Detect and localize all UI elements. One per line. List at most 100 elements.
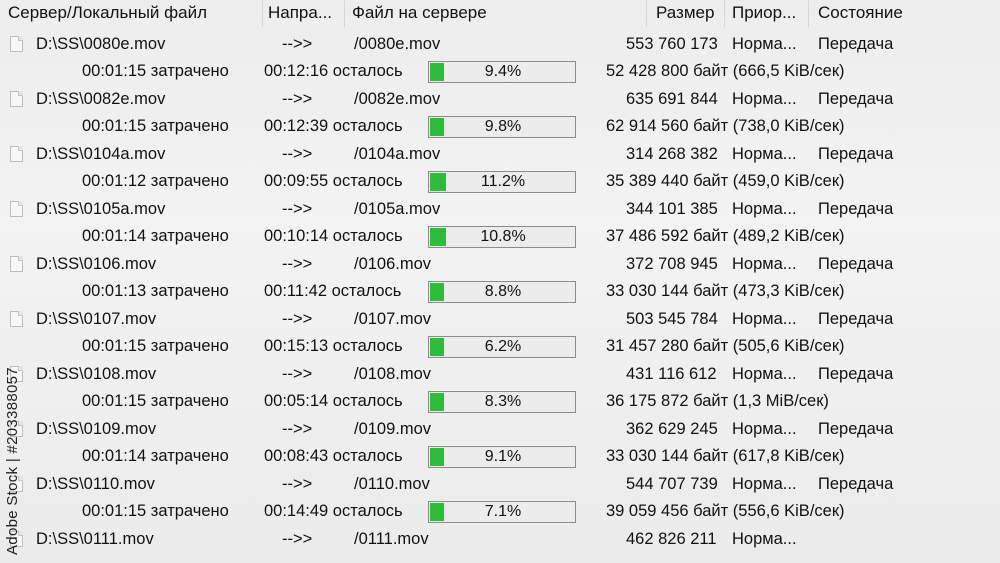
progress-percent: 9.4% [484,63,522,80]
transfer-row[interactable]: D:\SS\0108.mov -->> /0108.mov 431 116 612 Но… [0,363,1000,390]
transfer-item[interactable]: D:\SS\0110.mov -->> /0110.mov 544 707 739 Но… [0,473,1000,528]
transfer-row[interactable]: D:\SS\0080e.mov -->> /0080e.mov 553 760 173… [0,33,1000,60]
column-divider[interactable] [724,0,725,27]
remaining-time: 00:14:49 осталось [264,502,403,520]
transfer-item[interactable]: D:\SS\0106.mov -->> /0106.mov 372 708 945 Но… [0,253,1000,308]
direction-arrow: -->> [282,200,313,218]
elapsed-time: 00:01:14 затрачено [82,227,229,245]
remote-file-path: /0082e.mov [354,90,441,108]
transferred-bytes: 31 457 280 байт (505,6 KiB/сек) [606,337,845,355]
remote-file-path: /0080e.mov [354,35,441,53]
stock-watermark: Adobe Stock | #203388057 [4,367,21,555]
progress-percent: 6.2% [484,338,522,355]
column-header-status[interactable]: Состояние [818,3,903,22]
progress-percent: 7.1% [484,503,522,520]
transfer-row[interactable]: D:\SS\0107.mov -->> /0107.mov 503 545 784 Но… [0,308,1000,335]
progress-bar: 8.3% [428,391,576,413]
column-divider[interactable] [646,0,647,27]
direction-arrow: -->> [282,90,313,108]
direction-arrow: -->> [282,530,313,548]
transfer-list: D:\SS\0080e.mov -->> /0080e.mov 553 760 173… [0,33,1000,555]
transfer-row[interactable]: D:\SS\0082e.mov -->> /0082e.mov 635 691 844… [0,88,1000,115]
transfer-progress-row: 00:01:12 затрачено 00:09:55 осталось 11.2%… [0,170,1000,197]
transferred-bytes: 33 030 144 байт (473,3 KiB/сек) [606,282,845,300]
progress-bar-fill [430,503,444,521]
progress-percent: 9.1% [484,448,522,465]
direction-arrow: -->> [282,365,313,383]
transfer-item[interactable]: D:\SS\0105a.mov -->> /0105a.mov 344 101 385… [0,198,1000,253]
transfer-row[interactable]: D:\SS\0104a.mov -->> /0104a.mov 314 268 382… [0,143,1000,170]
remote-file-path: /0108.mov [354,365,432,383]
status-value: Передача [818,200,894,218]
priority-value: Норма... [732,145,797,163]
transfer-item[interactable]: D:\SS\0107.mov -->> /0107.mov 503 545 784 Но… [0,308,1000,363]
transfer-row[interactable]: D:\SS\0110.mov -->> /0110.mov 544 707 739 Но… [0,473,1000,500]
column-header-direction[interactable]: Напра... [268,3,333,22]
progress-bar: 6.2% [428,336,576,358]
status-value: Передача [818,255,894,273]
file-size: 362 629 245 [626,420,718,438]
transfer-row[interactable]: D:\SS\0109.mov -->> /0109.mov 362 629 245 Но… [0,418,1000,445]
column-header-remote-file[interactable]: Файл на сервере [352,3,487,22]
local-file-path: D:\SS\0107.mov [36,310,157,328]
progress-bar-fill [430,63,444,81]
remaining-time: 00:11:42 осталось [264,282,402,300]
column-header-priority[interactable]: Приор... [732,3,797,22]
transfer-item[interactable]: D:\SS\0104a.mov -->> /0104a.mov 314 268 382… [0,143,1000,198]
remote-file-path: /0106.mov [354,255,432,273]
column-header-size[interactable]: Размер [656,3,715,22]
local-file-path: D:\SS\0109.mov [36,420,157,438]
file-icon [10,531,23,547]
local-file-path: D:\SS\0108.mov [36,365,157,383]
transferred-bytes: 33 030 144 байт (617,8 KiB/сек) [606,447,845,465]
remaining-time: 00:05:14 осталось [264,392,403,410]
transfer-item[interactable]: D:\SS\0109.mov -->> /0109.mov 362 629 245 Но… [0,418,1000,473]
remaining-time: 00:09:55 осталось [264,172,403,190]
transfer-row[interactable]: D:\SS\0106.mov -->> /0106.mov 372 708 945 Но… [0,253,1000,280]
priority-value: Норма... [732,475,797,493]
transfer-item[interactable]: D:\SS\0111.mov -->> /0111.mov 462 826 211 Но… [0,528,1000,555]
column-divider[interactable] [262,0,263,27]
progress-percent: 8.8% [484,283,522,300]
remote-file-path: /0111.mov [354,530,429,548]
priority-value: Норма... [732,255,797,273]
file-size: 553 760 173 [626,35,718,53]
transfer-item[interactable]: D:\SS\0080e.mov -->> /0080e.mov 553 760 173… [0,33,1000,88]
priority-value: Норма... [732,420,797,438]
priority-value: Норма... [732,310,797,328]
column-header-local-file[interactable]: Сервер/Локальный файл [8,3,207,22]
local-file-path: D:\SS\0104a.mov [36,145,166,163]
remote-file-path: /0105a.mov [354,200,441,218]
file-icon [10,256,23,272]
remaining-time: 00:08:43 осталось [264,447,403,465]
progress-bar-fill [430,338,444,356]
direction-arrow: -->> [282,145,313,163]
transfer-row[interactable]: D:\SS\0111.mov -->> /0111.mov 462 826 211 Но… [0,528,1000,555]
progress-bar: 9.4% [428,61,576,83]
column-divider[interactable] [808,0,809,27]
progress-bar: 10.8% [428,226,576,248]
elapsed-time: 00:01:15 затрачено [82,392,229,410]
progress-bar: 9.1% [428,446,576,468]
transfer-item[interactable]: D:\SS\0082e.mov -->> /0082e.mov 635 691 844… [0,88,1000,143]
file-size: 503 545 784 [626,310,718,328]
progress-bar-fill [430,393,444,411]
elapsed-time: 00:01:15 затрачено [82,337,229,355]
local-file-path: D:\SS\0110.mov [36,475,155,493]
priority-value: Норма... [732,530,797,548]
progress-bar: 7.1% [428,501,576,523]
transfer-item[interactable]: D:\SS\0108.mov -->> /0108.mov 431 116 612 Но… [0,363,1000,418]
transferred-bytes: 39 059 456 байт (556,6 KiB/сек) [606,502,845,520]
status-value: Передача [818,310,894,328]
file-size: 372 708 945 [626,255,718,273]
transfer-progress-row: 00:01:15 затрачено 00:12:16 осталось 9.4% 5… [0,60,1000,87]
file-icon [10,421,23,437]
elapsed-time: 00:01:15 затрачено [82,502,229,520]
direction-arrow: -->> [282,255,313,273]
transfer-row[interactable]: D:\SS\0105a.mov -->> /0105a.mov 344 101 385… [0,198,1000,225]
status-value: Передача [818,145,894,163]
column-divider[interactable] [344,0,345,27]
file-size: 544 707 739 [626,475,718,493]
file-icon [10,311,23,327]
